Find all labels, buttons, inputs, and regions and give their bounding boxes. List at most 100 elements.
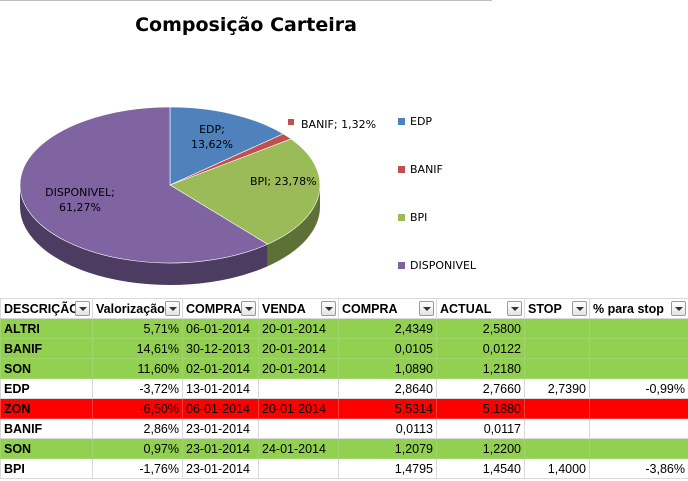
table-cell[interactable]: 1,2180: [436, 358, 525, 379]
table-cell[interactable]: 23-01-2014: [182, 458, 259, 479]
table-row: ALTRI 5,71% 06-01-2014 20-01-2014 2,4349 2,58…: [0, 318, 688, 339]
column-header[interactable]: VENDA: [258, 298, 339, 319]
table-cell[interactable]: 1,4795: [338, 458, 437, 479]
legend-item-banif: BANIF: [398, 162, 443, 176]
svg-text:13,62%: 13,62%: [191, 138, 233, 151]
table-cell[interactable]: 0,97%: [92, 438, 183, 459]
legend-label: DISPONIVEL: [410, 258, 477, 272]
table-cell[interactable]: 02-01-2014: [182, 358, 259, 379]
table-cell[interactable]: 2,86%: [92, 418, 183, 439]
table-row: BANIF 14,61% 30-12-2013 20-01-2014 0,0105 0,0…: [0, 338, 688, 359]
table-row: SON 11,60% 02-01-2014 20-01-2014 1,0890 1,218…: [0, 358, 688, 379]
pie-side-walls: [20, 185, 320, 285]
table-cell[interactable]: [589, 338, 688, 359]
table-cell[interactable]: -3,86%: [589, 458, 688, 479]
table-cell[interactable]: 5,5314: [338, 398, 437, 419]
table-cell[interactable]: [258, 378, 339, 399]
table-cell[interactable]: 0,0122: [436, 338, 525, 359]
table-cell[interactable]: 06-01-2014: [182, 318, 259, 339]
legend-label: BPI: [410, 210, 428, 224]
table-cell[interactable]: 23-01-2014: [182, 418, 259, 439]
table-cell[interactable]: 11,60%: [92, 358, 183, 379]
table-cell[interactable]: 2,4349: [338, 318, 437, 339]
filter-dropdown-icon[interactable]: [572, 301, 587, 316]
column-header[interactable]: DESCRIÇÃO: [0, 298, 93, 319]
table-cell[interactable]: [589, 418, 688, 439]
table-cell[interactable]: BANIF: [0, 338, 93, 359]
filter-dropdown-icon[interactable]: [671, 301, 686, 316]
table-cell[interactable]: -3,72%: [92, 378, 183, 399]
table-cell[interactable]: -1,76%: [92, 458, 183, 479]
table-cell[interactable]: 06-01-2014: [182, 398, 259, 419]
table-cell[interactable]: 5,1880: [436, 398, 525, 419]
filter-dropdown-icon[interactable]: [419, 301, 434, 316]
table-cell[interactable]: 24-01-2014: [258, 438, 339, 459]
pie-chart[interactable]: Composição Carteira EDP; 13,62% BANIF; 1,3…: [0, 0, 688, 298]
filter-dropdown-icon[interactable]: [75, 301, 90, 316]
table-cell[interactable]: 1,2200: [436, 438, 525, 459]
data-label-edp: EDP; 13,62%: [191, 123, 233, 151]
pie-slice-bpi[interactable]: [169, 138, 321, 245]
svg-text:BANIF; 1,32%: BANIF; 1,32%: [301, 118, 376, 131]
table-cell[interactable]: [524, 438, 590, 459]
column-header[interactable]: ACTUAL: [436, 298, 525, 319]
table-cell[interactable]: 20-01-2014: [258, 358, 339, 379]
filter-dropdown-icon[interactable]: [165, 301, 180, 316]
table-cell[interactable]: [524, 418, 590, 439]
table-cell[interactable]: 30-12-2013: [182, 338, 259, 359]
table-cell[interactable]: 1,4540: [436, 458, 525, 479]
table-cell[interactable]: -6,50%: [92, 398, 183, 419]
table-cell[interactable]: [524, 398, 590, 419]
column-header[interactable]: STOP: [524, 298, 590, 319]
table-cell[interactable]: 2,7660: [436, 378, 525, 399]
legend-swatch: [398, 261, 405, 269]
filter-dropdown-icon[interactable]: [507, 301, 522, 316]
column-header[interactable]: % para stop: [589, 298, 688, 319]
table-cell[interactable]: [524, 358, 590, 379]
table-cell[interactable]: [524, 338, 590, 359]
table-cell[interactable]: BANIF: [0, 418, 93, 439]
legend-item-disponivel: DISPONIVEL: [398, 258, 476, 272]
table-cell[interactable]: 0,0105: [338, 338, 437, 359]
chart-top-border: [0, 0, 492, 1]
table-cell[interactable]: SON: [0, 358, 93, 379]
table-cell[interactable]: ALTRI: [0, 318, 93, 339]
table-cell[interactable]: 2,5800: [436, 318, 525, 339]
filter-dropdown-icon[interactable]: [321, 301, 336, 316]
table-cell[interactable]: [589, 398, 688, 419]
table-cell[interactable]: [589, 358, 688, 379]
table-cell[interactable]: ZON: [0, 398, 93, 419]
table-cell[interactable]: 23-01-2014: [182, 438, 259, 459]
pie-slice-edp[interactable]: [169, 106, 284, 186]
table-cell[interactable]: 20-01-2014: [258, 398, 339, 419]
table-cell[interactable]: 0,0113: [338, 418, 437, 439]
table-cell[interactable]: SON: [0, 438, 93, 459]
table-cell[interactable]: 14,61%: [92, 338, 183, 359]
filter-dropdown-icon[interactable]: [241, 301, 256, 316]
table-cell[interactable]: 13-01-2014: [182, 378, 259, 399]
column-header[interactable]: Valorização: [92, 298, 183, 319]
table-cell[interactable]: 1,4000: [524, 458, 590, 479]
table-cell[interactable]: EDP: [0, 378, 93, 399]
table-cell[interactable]: 1,0890: [338, 358, 437, 379]
table-cell[interactable]: 2,7390: [524, 378, 590, 399]
table-cell[interactable]: [524, 318, 590, 339]
table-cell[interactable]: [258, 458, 339, 479]
table-cell[interactable]: 20-01-2014: [258, 338, 339, 359]
data-label-disponivel: DISPONIVEL; 61,27%: [45, 186, 115, 214]
table-cell[interactable]: 20-01-2014: [258, 318, 339, 339]
table-cell[interactable]: 1,2079: [338, 438, 437, 459]
table-cell[interactable]: [589, 318, 688, 339]
table-cell[interactable]: 5,71%: [92, 318, 183, 339]
table-cell[interactable]: [589, 438, 688, 459]
pie-slice-disponivel[interactable]: [19, 106, 269, 264]
table-cell[interactable]: BPI: [0, 458, 93, 479]
table-cell[interactable]: 0,0117: [436, 418, 525, 439]
column-header[interactable]: COMPRA: [182, 298, 259, 319]
table-cell[interactable]: [258, 418, 339, 439]
table-cell[interactable]: 2,8640: [338, 378, 437, 399]
table-header-row: DESCRIÇÃO Valorização COMPRA VENDA COMPRA ACT…: [0, 298, 688, 319]
column-header-label: COMPRA: [342, 301, 398, 316]
table-cell[interactable]: -0,99%: [589, 378, 688, 399]
column-header[interactable]: COMPRA: [338, 298, 437, 319]
